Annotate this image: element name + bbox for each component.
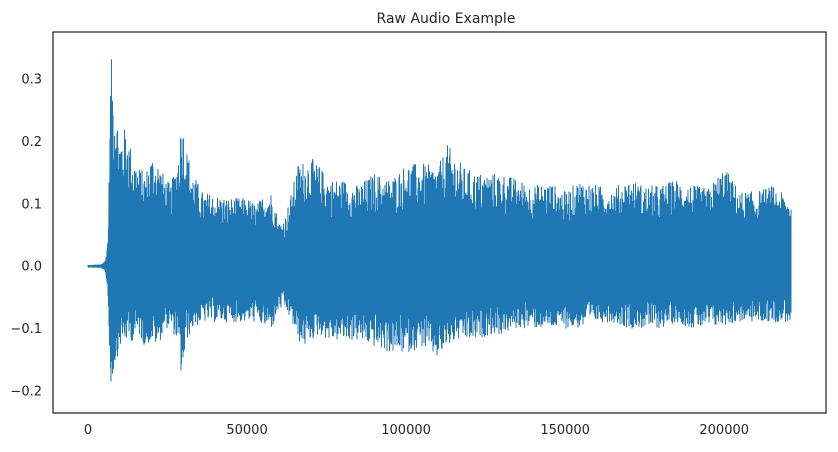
y-tick-label: 0.2 <box>21 135 42 150</box>
x-tick-label: 100000 <box>381 423 431 438</box>
y-tick-label: 0.1 <box>21 197 42 212</box>
x-axis: 0 50000 100000 150000 200000 <box>84 423 749 438</box>
x-tick-label: 50000 <box>226 423 267 438</box>
plot-frame <box>52 31 827 414</box>
y-tick-label: −0.1 <box>10 322 42 337</box>
y-tick-label: −0.2 <box>10 385 42 400</box>
x-tick-label: 150000 <box>540 423 590 438</box>
waveform-series-line <box>87 59 792 382</box>
y-tick-label: 0.0 <box>21 260 42 275</box>
plot-area <box>87 59 792 382</box>
y-tick-label: 0.3 <box>21 72 42 87</box>
y-axis: −0.2 −0.1 0.0 0.1 0.2 0.3 <box>10 72 42 399</box>
x-tick-label: 200000 <box>699 423 749 438</box>
chart-title: Raw Audio Example <box>377 11 516 27</box>
x-tick-label: 0 <box>84 423 92 438</box>
